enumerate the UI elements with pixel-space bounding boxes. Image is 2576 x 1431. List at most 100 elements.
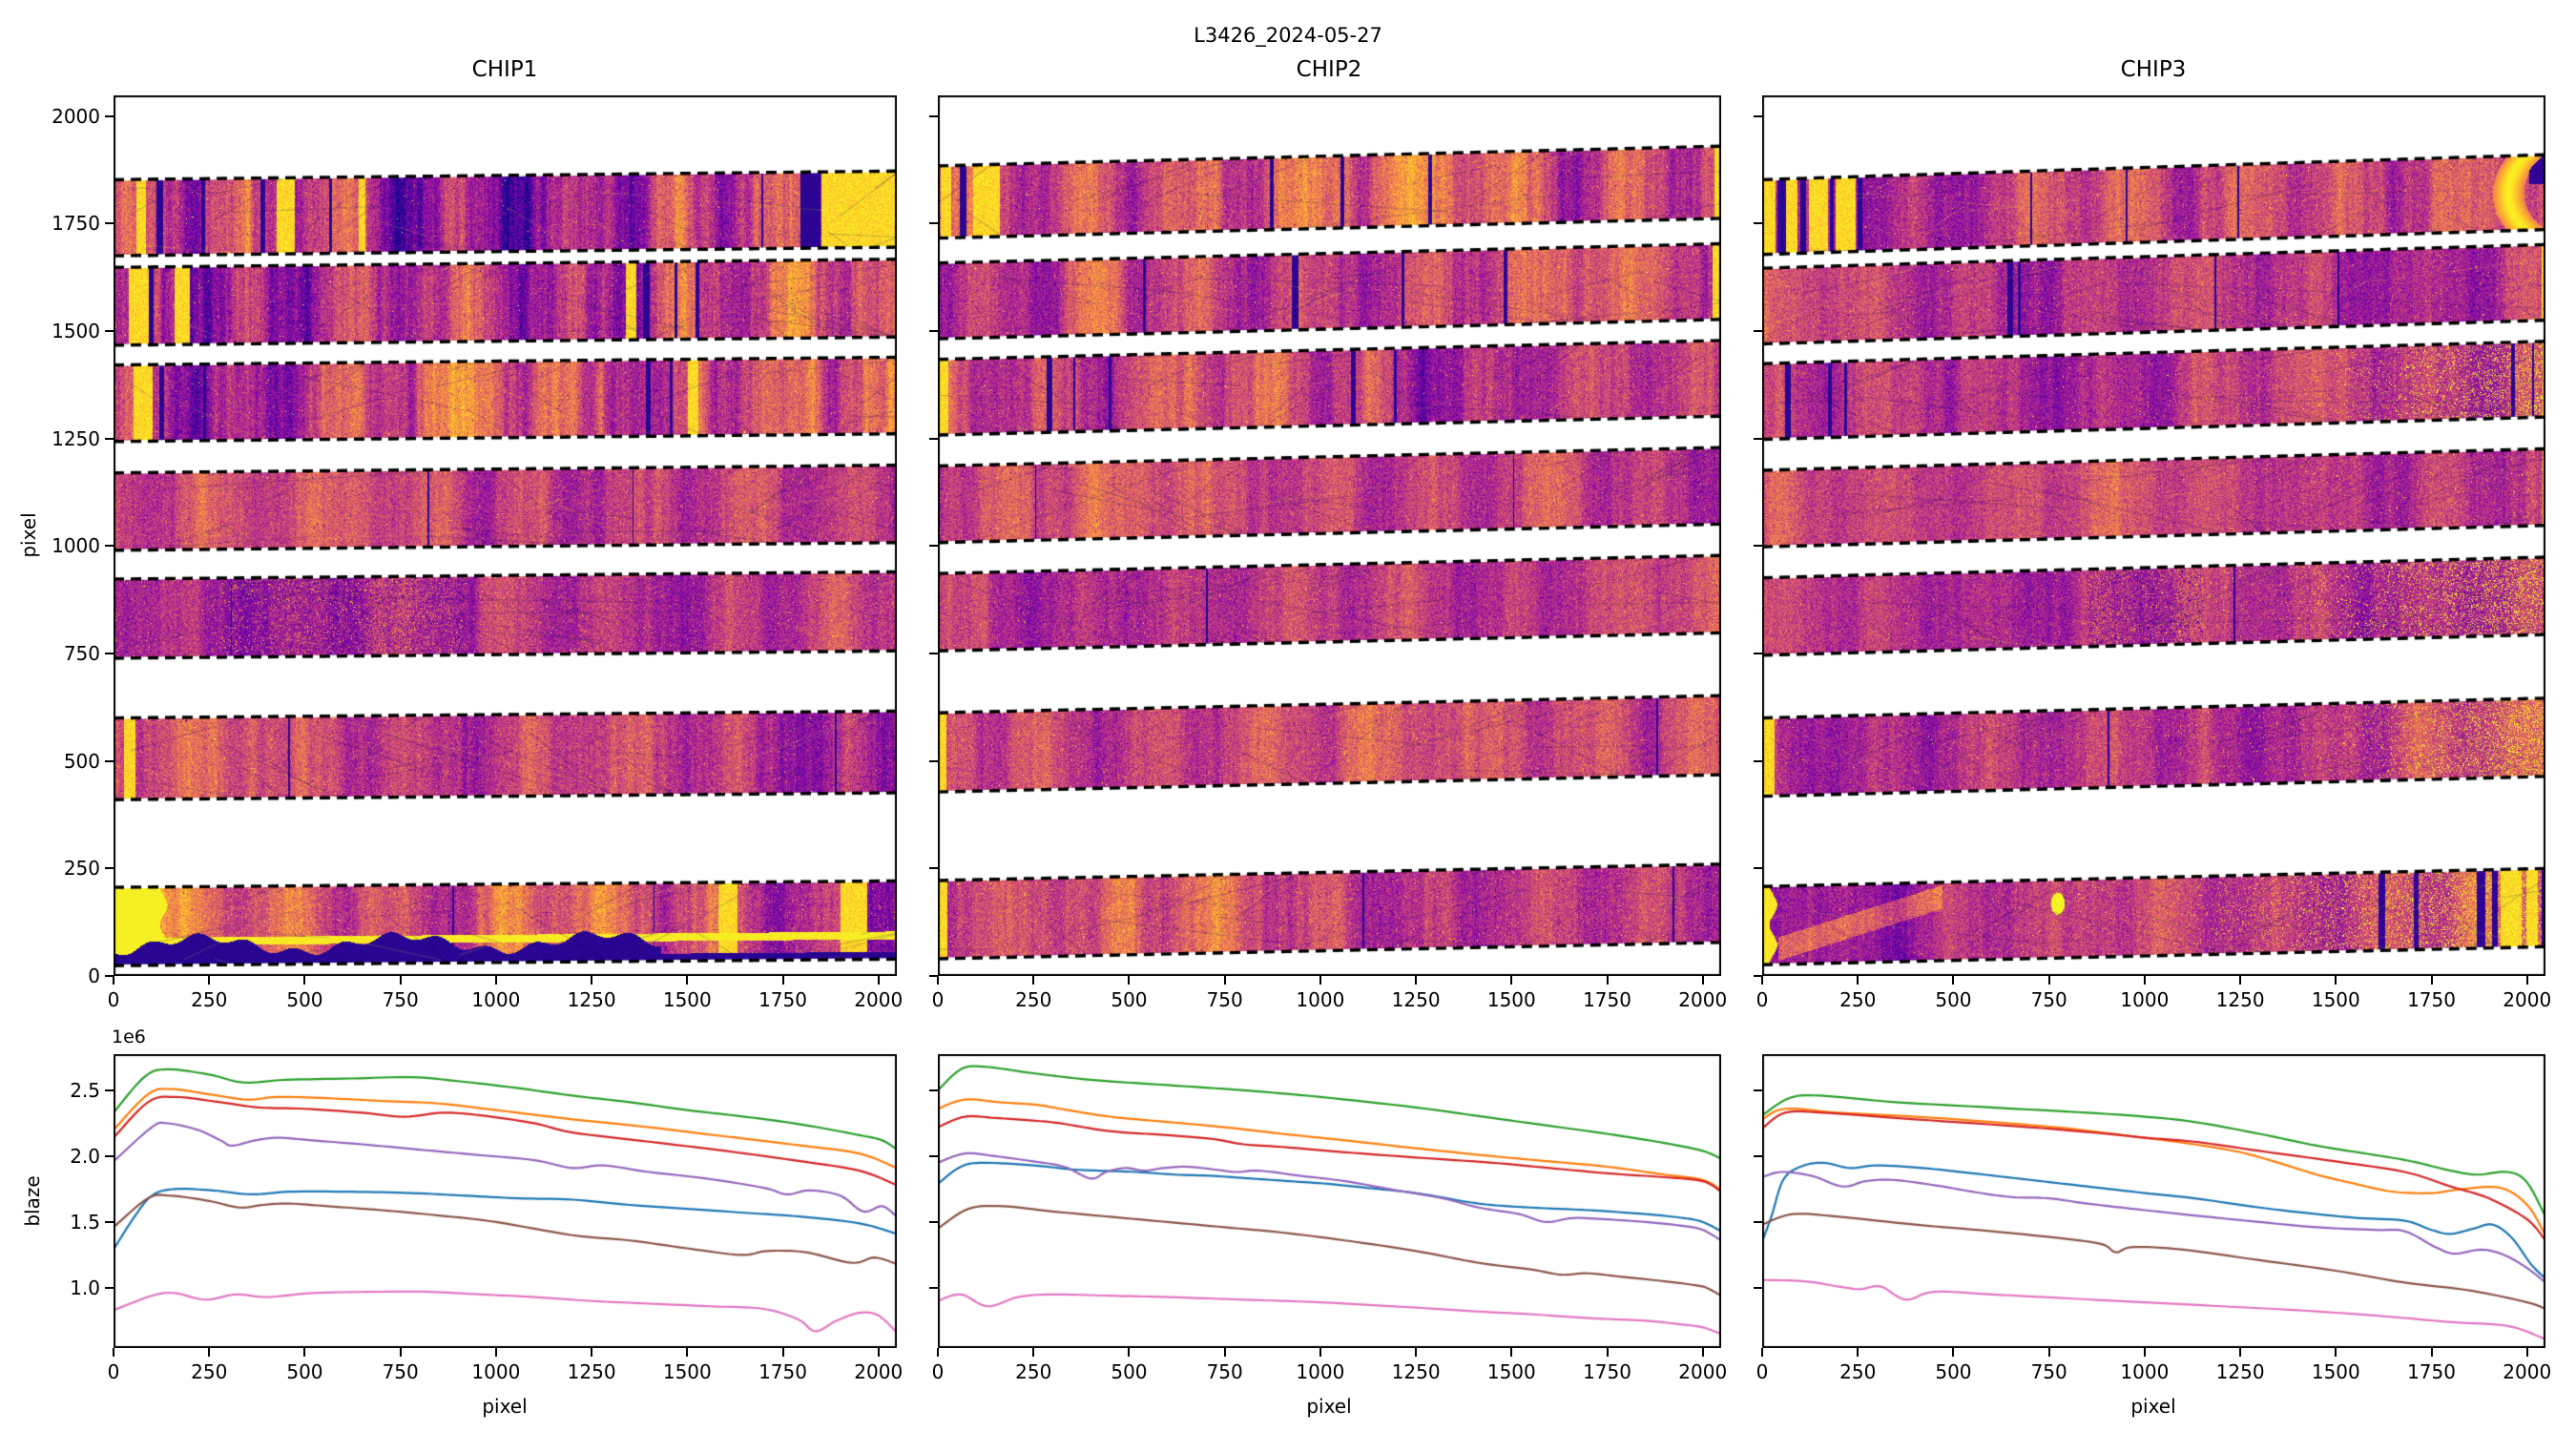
tick-mark [929,652,938,654]
tick-mark [929,545,938,548]
chip3-title: CHIP3 [2120,57,2187,82]
tick-mark [1952,1348,1955,1357]
tick-mark [1754,437,1762,440]
y-tick-label: 2.0 [70,1144,100,1168]
x-tick-label: 1250 [567,988,616,1011]
tick-mark [2143,1348,2146,1357]
y-axis-label-top: pixel [17,512,40,558]
tick-mark [105,1286,114,1289]
tick-mark [937,976,939,985]
tick-mark [929,867,938,870]
tick-mark [686,1348,689,1357]
y-tick-label: 0 [88,964,100,987]
x-tick-label: 750 [382,1360,419,1383]
x-tick-label: 750 [1206,988,1243,1011]
tick-mark [2525,1348,2528,1357]
detector-panel-chip1 [114,95,897,976]
blaze-panel-chip1 [114,1054,897,1348]
tick-mark [929,759,938,762]
tick-mark [2239,1348,2242,1357]
x-tick-label: 250 [1839,1360,1877,1383]
tick-mark [877,1348,880,1357]
x-tick-label: 1750 [1583,1360,1631,1383]
tick-mark [2335,1348,2337,1357]
x-tick-label: 0 [1755,988,1769,1011]
x-tick-label: 1500 [2311,988,2360,1011]
x-tick-label: 1500 [1486,1360,1536,1383]
tick-mark [1223,1348,1226,1357]
tick-mark [1223,976,1226,985]
x-tick-label: 1000 [471,1360,521,1383]
tick-mark [929,1154,938,1157]
tick-mark [105,867,114,870]
tick-mark [1128,1348,1131,1357]
tick-mark [105,329,114,332]
tick-mark [929,329,938,332]
tick-mark [686,976,689,985]
x-axis-label-chip2: pixel [1306,1395,1352,1418]
blaze-panel-chip2 [938,1054,1721,1348]
tick-mark [1754,114,1762,117]
x-tick-label: 500 [286,1360,323,1383]
tick-mark [1032,1348,1035,1357]
y-tick-label: 500 [63,749,100,773]
y-tick-label: 1.5 [70,1210,100,1234]
tick-mark [113,1348,114,1357]
x-tick-label: 250 [1015,988,1052,1011]
x-tick-label: 1000 [2120,988,2170,1011]
x-tick-label: 0 [107,988,120,1011]
tick-mark [1128,976,1131,985]
tick-mark [1857,1348,1859,1357]
tick-mark [2239,976,2242,985]
x-tick-label: 1750 [2407,988,2456,1011]
tick-mark [1754,1286,1762,1289]
tick-mark [2047,976,2050,985]
x-tick-label: 2000 [2503,1360,2552,1383]
x-tick-label: 750 [382,988,419,1011]
x-tick-label: 250 [191,1360,228,1383]
y-tick-label: 250 [63,857,100,881]
tick-mark [105,975,114,977]
tick-mark [2143,976,2146,985]
x-tick-label: 250 [1015,1360,1052,1383]
x-tick-label: 1500 [2311,1360,2360,1383]
tick-mark [1754,652,1762,654]
x-tick-label: 500 [1111,988,1148,1011]
x-tick-label: 1500 [662,1360,712,1383]
x-tick-label: 1000 [1296,1360,1345,1383]
x-tick-label: 500 [1935,988,1972,1011]
x-tick-label: 1750 [2407,1360,2456,1383]
tick-mark [105,1089,114,1091]
tick-mark [781,976,784,985]
tick-mark [399,1348,402,1357]
tick-mark [1761,976,1763,985]
tick-mark [929,1220,938,1223]
detector-image-chip3 [1762,95,2545,976]
detector-panel-chip2 [938,95,1721,976]
tick-mark [1754,1154,1762,1157]
x-tick-label: 1250 [1391,988,1441,1011]
tick-mark [877,976,880,985]
x-tick-label: 1250 [2215,1360,2265,1383]
y-tick-label: 1000 [52,534,100,558]
y-tick-label: 2000 [52,104,100,128]
x-axis-label-chip1: pixel [482,1395,528,1418]
tick-mark [208,1348,211,1357]
tick-mark [1606,976,1609,985]
tick-mark [929,1089,938,1091]
tick-mark [113,976,114,985]
x-tick-label: 1250 [2215,988,2265,1011]
y-tick-label: 1250 [52,426,100,450]
tick-mark [1952,976,1955,985]
tick-mark [105,759,114,762]
x-tick-label: 500 [286,988,323,1011]
tick-mark [2525,976,2528,985]
x-tick-label: 2000 [2503,988,2552,1011]
figure-title: L3426_2024-05-27 [1194,24,1382,47]
tick-mark [1754,329,1762,332]
tick-mark [1415,976,1418,985]
tick-mark [1606,1348,1609,1357]
x-tick-label: 0 [107,1360,120,1383]
x-tick-label: 500 [1111,1360,1148,1383]
blaze-plot-chip1 [114,1054,897,1348]
